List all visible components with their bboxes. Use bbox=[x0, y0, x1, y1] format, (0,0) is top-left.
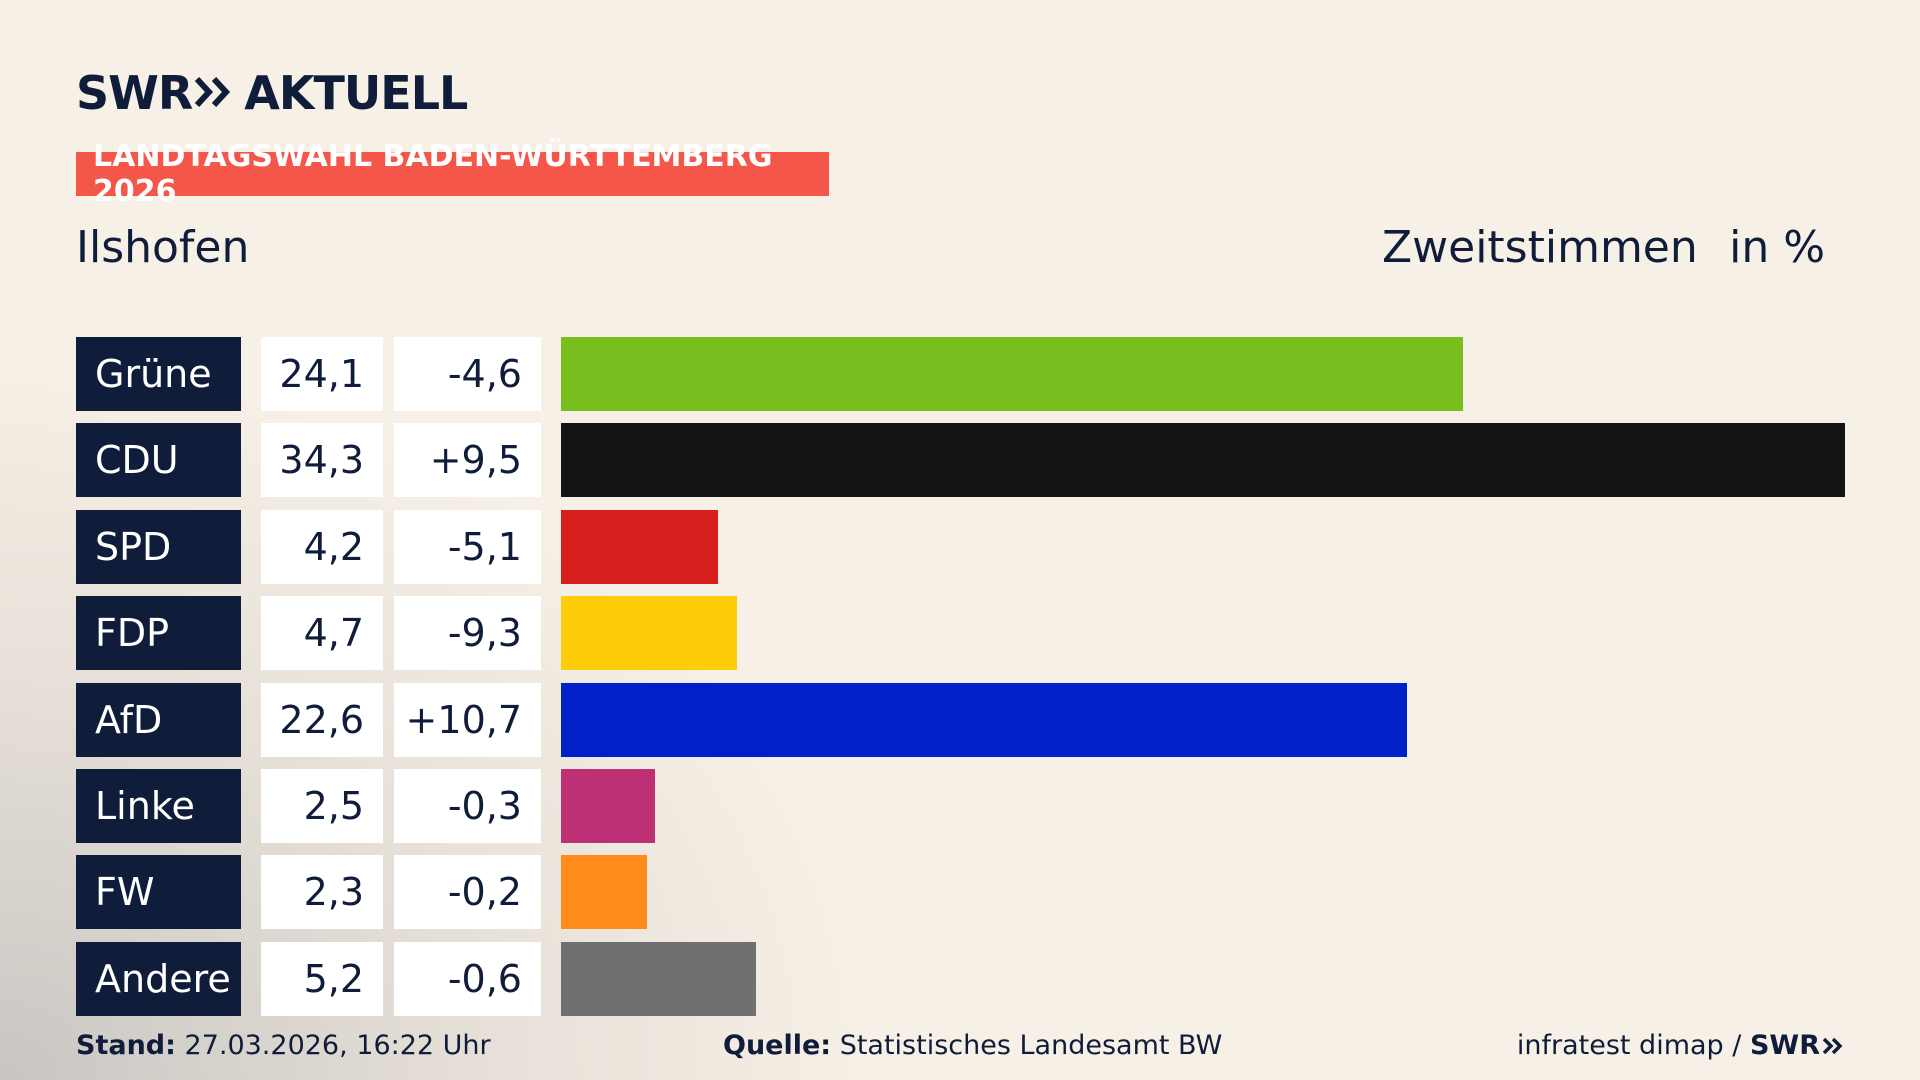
source-label: Quelle: bbox=[723, 1030, 832, 1061]
bar bbox=[561, 941, 756, 1016]
party-label: FDP bbox=[76, 596, 241, 671]
value-label: 34,3 bbox=[261, 423, 383, 498]
logo-suffix: AKTUELL bbox=[244, 66, 468, 120]
source-value: Statistisches Landesamt BW bbox=[839, 1030, 1223, 1061]
bar bbox=[561, 769, 655, 843]
party-label: Grüne bbox=[76, 337, 241, 411]
value-label: 4,2 bbox=[261, 509, 383, 584]
bar bbox=[561, 337, 1464, 411]
change-label: -0,6 bbox=[394, 941, 541, 1016]
change-label: -9,3 bbox=[394, 596, 541, 671]
change-label: -5,1 bbox=[394, 509, 541, 584]
logo: SWR AKTUELL bbox=[76, 66, 468, 120]
credit-text: infratest dimap / bbox=[1516, 1030, 1742, 1061]
subtitle: Zweitstimmen bbox=[1382, 222, 1698, 273]
credit: infratest dimap / SWR bbox=[1517, 1030, 1844, 1061]
change-label: -0,2 bbox=[394, 855, 541, 930]
change-label: -4,6 bbox=[394, 337, 541, 411]
value-label: 2,3 bbox=[261, 855, 383, 930]
bar bbox=[561, 423, 1845, 498]
bar bbox=[561, 596, 737, 671]
unit: in % bbox=[1729, 222, 1825, 273]
stand-label: Stand: bbox=[76, 1030, 176, 1061]
bar bbox=[561, 682, 1408, 757]
party-label: FW bbox=[76, 855, 241, 930]
logo-brand: SWR bbox=[76, 66, 193, 120]
value-label: 2,5 bbox=[261, 769, 383, 843]
party-label: Linke bbox=[76, 769, 241, 843]
party-label: CDU bbox=[76, 423, 241, 498]
banner: LANDTAGSWAHL BADEN-WÜRTTEMBERG 2026 bbox=[76, 139, 829, 209]
chart-title: Ilshofen bbox=[76, 222, 250, 273]
change-label: +9,5 bbox=[394, 423, 541, 498]
party-label: SPD bbox=[76, 509, 241, 584]
source: Quelle: Statistisches Landesamt BW bbox=[723, 1030, 1222, 1061]
change-label: -0,3 bbox=[394, 769, 541, 843]
change-label: +10,7 bbox=[394, 682, 541, 757]
bar bbox=[561, 509, 719, 584]
value-label: 4,7 bbox=[261, 596, 383, 671]
stand-value: 27.03.2026, 16:22 Uhr bbox=[184, 1030, 491, 1061]
bar bbox=[561, 855, 648, 930]
logo-chevrons bbox=[195, 76, 231, 108]
value-label: 22,6 bbox=[261, 682, 383, 757]
value-label: 5,2 bbox=[261, 941, 383, 1016]
credit-chevrons bbox=[1822, 1037, 1843, 1054]
stand: Stand: 27.03.2026, 16:22 Uhr bbox=[76, 1030, 491, 1061]
value-label: 24,1 bbox=[261, 337, 383, 411]
credit-brand: SWR bbox=[1749, 1030, 1820, 1061]
party-label: Andere bbox=[76, 941, 241, 1016]
party-label: AfD bbox=[76, 682, 241, 757]
